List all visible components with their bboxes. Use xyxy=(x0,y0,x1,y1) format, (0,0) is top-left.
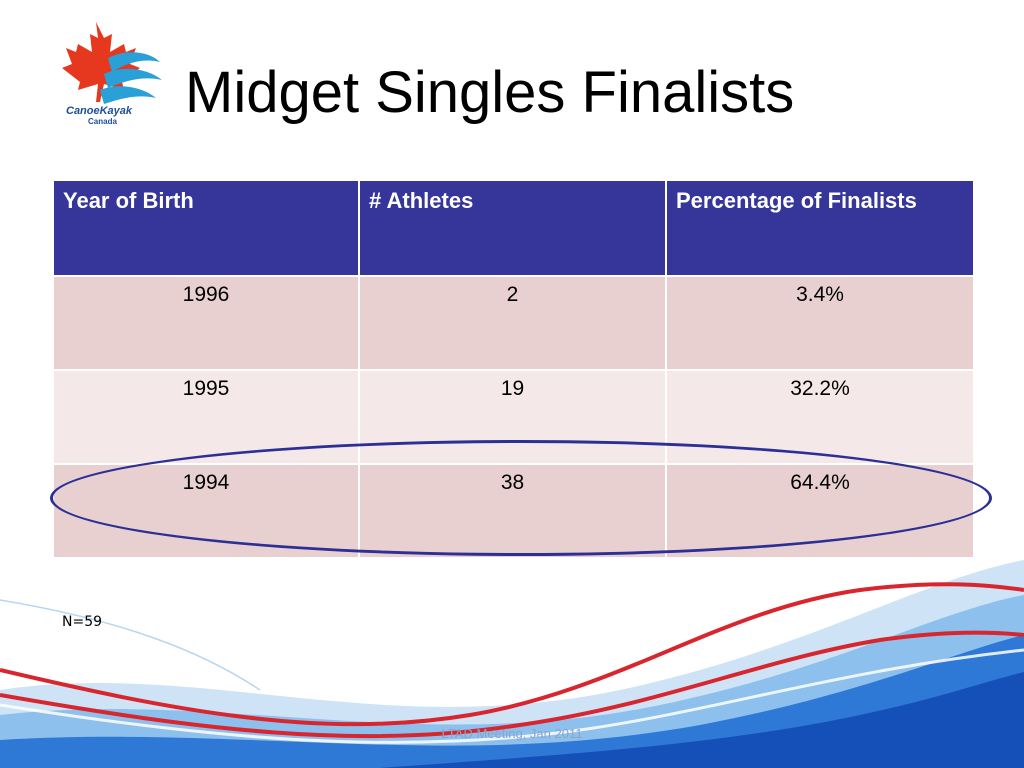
paddler-waves-icon xyxy=(100,52,162,104)
logo-line-1: CanoeKayak xyxy=(66,105,133,117)
sample-size-note: N=59 xyxy=(62,614,103,630)
header-year-of-birth: Year of Birth xyxy=(52,179,360,277)
cell-percentage: 3.4% xyxy=(665,275,975,371)
table-row: 1996 2 3.4% xyxy=(52,275,975,371)
footer-text: LTAD Meeting, Jan 2011 xyxy=(441,726,583,741)
header-athletes: # Athletes xyxy=(358,179,667,277)
cell-year: 1996 xyxy=(52,275,360,371)
cell-percentage: 32.2% xyxy=(665,369,975,465)
table-header-row: Year of Birth # Athletes Percentage of F… xyxy=(52,179,975,277)
logo-line-2: Canada xyxy=(88,117,117,126)
decorative-waves xyxy=(0,560,1024,768)
canoe-kayak-canada-logo: CanoeKayak Canada xyxy=(62,22,162,126)
cell-athletes: 2 xyxy=(358,275,667,371)
slide-title: Midget Singles Finalists xyxy=(185,60,795,125)
highlight-ellipse xyxy=(50,440,992,556)
header-percentage: Percentage of Finalists xyxy=(665,179,975,277)
